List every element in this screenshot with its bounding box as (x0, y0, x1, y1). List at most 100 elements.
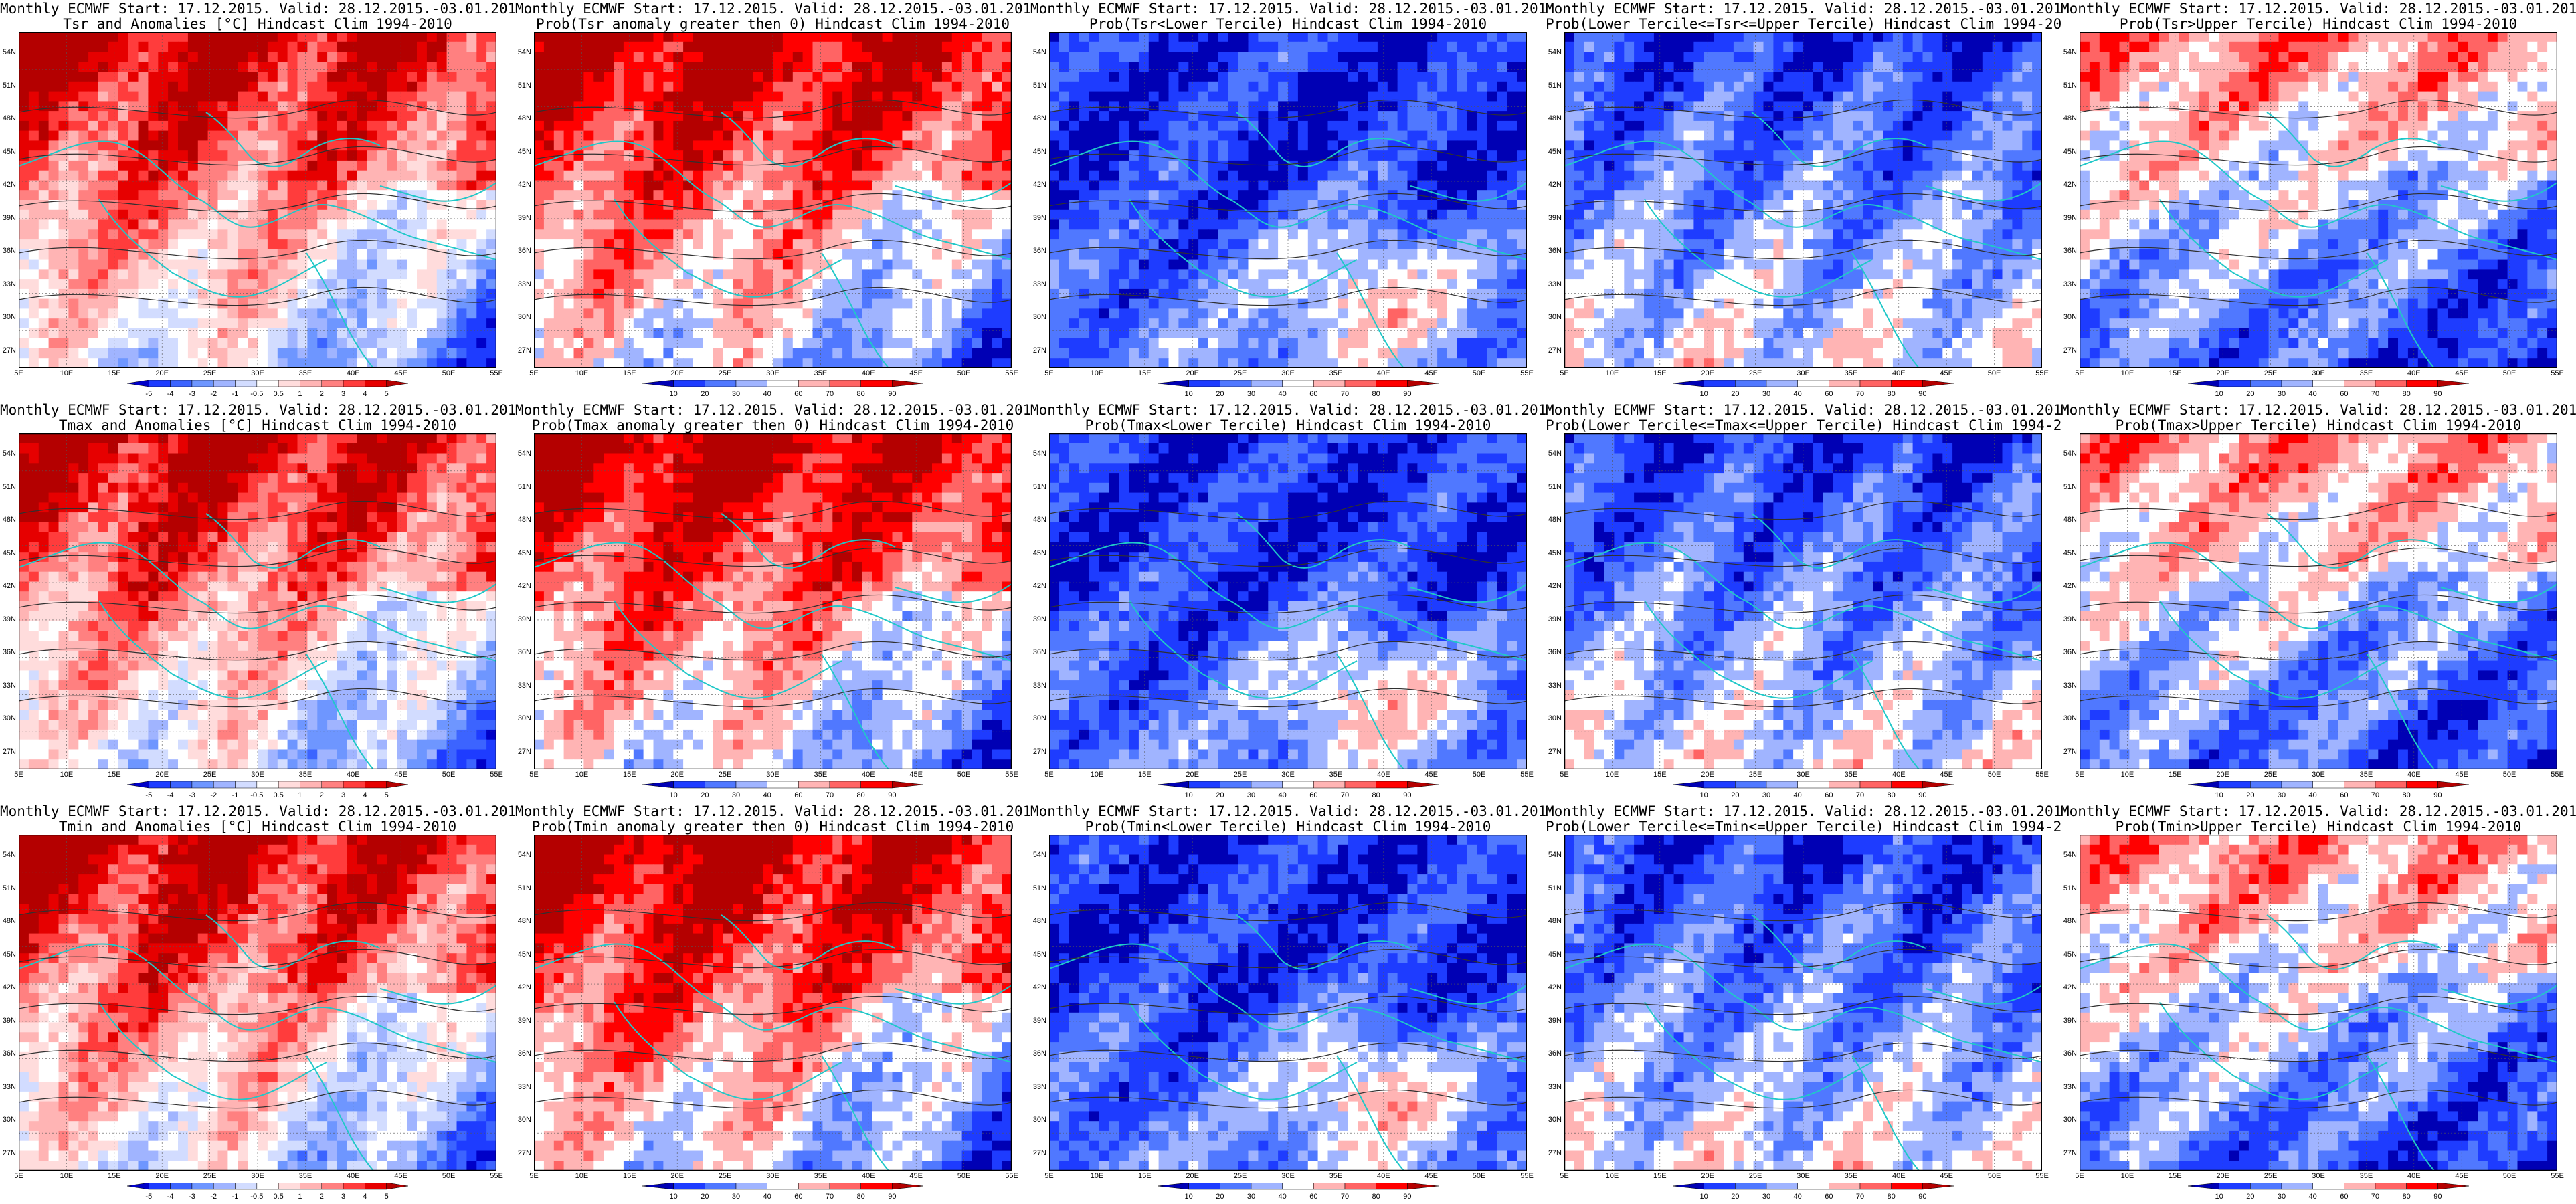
field-cell (1138, 91, 1149, 102)
field-cell (1497, 62, 1507, 72)
field-cell (832, 239, 843, 250)
field-cell (643, 308, 654, 319)
field-cell (238, 160, 248, 171)
field-cell (1477, 229, 1488, 240)
field-cell (743, 239, 753, 250)
field-cell (476, 160, 487, 171)
field-cell (446, 348, 458, 359)
field-cell (673, 140, 684, 151)
field-cell (1407, 91, 1418, 102)
field-cell (357, 170, 368, 181)
field-cell (663, 348, 674, 359)
field-cell (892, 338, 903, 349)
field-cell (1427, 308, 1438, 319)
field-cell (476, 298, 487, 309)
field-cell (972, 41, 982, 53)
field-cell (812, 259, 823, 270)
field-cell (1288, 170, 1299, 181)
field-cell (307, 52, 318, 62)
field-cell (197, 180, 209, 191)
field-cell (982, 219, 992, 230)
field-cell (1198, 160, 1209, 171)
field-cell (347, 72, 358, 82)
field-cell (1327, 180, 1338, 191)
field-cell (763, 259, 773, 270)
field-cell (1288, 52, 1299, 62)
field-cell (347, 219, 358, 230)
field-cell (534, 269, 545, 280)
field-cell (604, 101, 614, 112)
field-cell (377, 209, 387, 221)
field-cell (456, 101, 467, 112)
field-cell (553, 81, 565, 92)
field-cell (653, 229, 664, 240)
field-cell (992, 279, 1002, 290)
field-cell (1069, 52, 1080, 62)
field-cell (38, 72, 50, 82)
field-cell (1487, 279, 1497, 290)
field-cell (802, 358, 814, 368)
field-cell (1517, 288, 1527, 300)
field-cell (1138, 200, 1149, 211)
field-cell (802, 160, 814, 171)
field-cell (922, 348, 933, 359)
field-cell (1368, 81, 1378, 92)
field-cell (1427, 41, 1438, 53)
field-cell (723, 308, 734, 319)
field-cell (78, 219, 89, 230)
field-cell (327, 120, 338, 132)
field-cell (643, 358, 654, 368)
field-cell (961, 62, 973, 72)
field-cell (168, 239, 179, 250)
field-cell (98, 111, 109, 122)
field-cell (1049, 140, 1060, 151)
field-cell (128, 81, 139, 92)
field-cell (653, 298, 664, 309)
latitude-tick-label: 33N (515, 280, 531, 288)
field-cell (78, 358, 89, 368)
field-cell (267, 338, 278, 349)
field-cell (663, 308, 674, 319)
colorbar-swatch (673, 380, 705, 387)
field-cell (713, 150, 724, 161)
field-cell (1109, 52, 1119, 62)
field-cell (1268, 239, 1279, 250)
field-cell (426, 209, 438, 221)
field-cell (258, 200, 268, 211)
field-cell (563, 239, 575, 250)
field-cell (852, 150, 863, 161)
field-cell (1327, 239, 1338, 250)
field-cell (763, 180, 773, 191)
field-cell (743, 288, 753, 300)
field-cell (1109, 209, 1119, 221)
field-cell (168, 338, 179, 349)
field-cell (1109, 41, 1119, 53)
field-cell (1477, 259, 1488, 270)
field-cell (743, 249, 753, 260)
field-cell (1238, 120, 1249, 132)
field-cell (377, 348, 387, 359)
field-cell (456, 160, 467, 171)
field-cell (534, 180, 545, 191)
field-cell (792, 32, 804, 43)
field-cell (1427, 81, 1438, 92)
field-cell (118, 288, 129, 300)
field-cell (446, 328, 458, 339)
field-cell (802, 32, 814, 43)
field-cell (38, 140, 50, 151)
field-cell (1297, 150, 1309, 161)
field-cell (743, 259, 753, 270)
field-cell (922, 239, 933, 250)
field-cell (982, 328, 992, 339)
field-cell (573, 358, 584, 368)
field-cell (1307, 288, 1319, 300)
field-cell (227, 140, 238, 151)
field-cell (367, 62, 378, 72)
field-cell (1497, 140, 1507, 151)
field-cell (1248, 348, 1259, 359)
field-cell (456, 328, 467, 339)
field-cell (476, 308, 487, 319)
field-cell (148, 200, 159, 211)
field-cell (902, 279, 913, 290)
field-cell (238, 298, 248, 309)
